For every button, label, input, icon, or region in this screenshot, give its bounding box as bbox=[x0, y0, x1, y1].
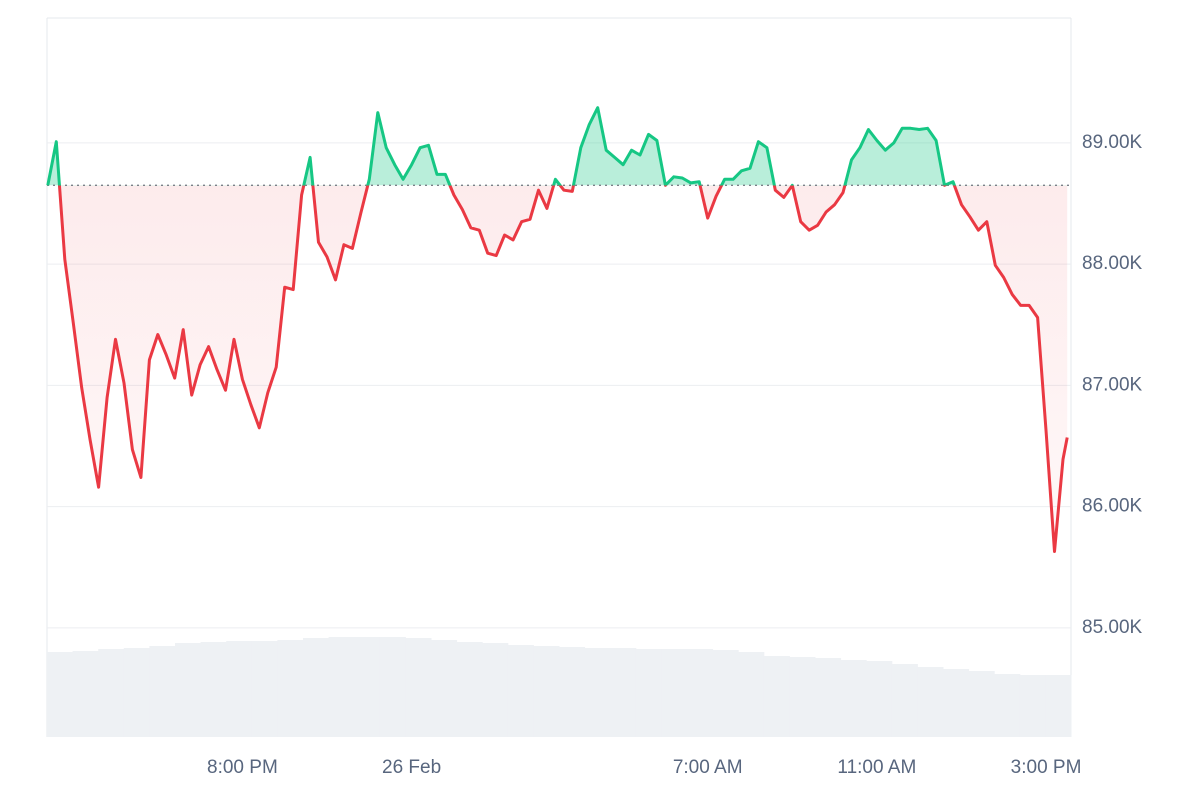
volume-bar bbox=[226, 641, 253, 737]
volume-bar bbox=[98, 649, 125, 737]
volume-bar bbox=[175, 643, 202, 737]
volume-bar bbox=[840, 660, 867, 737]
volume-bar bbox=[584, 648, 611, 737]
volume-bar bbox=[610, 648, 637, 737]
x-tick-label: 26 Feb bbox=[382, 757, 441, 778]
volume-bar bbox=[917, 667, 944, 737]
volume-bar bbox=[379, 637, 406, 737]
price-area bbox=[47, 107, 1068, 552]
y-tick-label: 86.00K bbox=[1082, 496, 1143, 517]
volume-bar bbox=[72, 651, 99, 737]
volume-bar bbox=[1019, 675, 1046, 737]
price-line bbox=[46, 106, 1069, 553]
volume-bar bbox=[482, 643, 509, 737]
volume-bar bbox=[149, 646, 176, 737]
volume-bar bbox=[533, 646, 560, 737]
volume-bar bbox=[47, 652, 74, 737]
x-tick-label: 8:00 PM bbox=[207, 757, 278, 778]
volume-bar bbox=[251, 641, 278, 737]
x-tick-label: 7:00 AM bbox=[673, 757, 743, 778]
volume-bar bbox=[994, 674, 1021, 737]
volume-bar bbox=[200, 642, 227, 737]
volume-bar bbox=[738, 652, 765, 737]
volume-bar bbox=[1045, 675, 1072, 737]
volume-bar bbox=[123, 648, 150, 737]
y-tick-label: 87.00K bbox=[1082, 374, 1143, 395]
volume-bar bbox=[712, 650, 739, 737]
volume-bar bbox=[431, 640, 458, 737]
volume-bar bbox=[559, 647, 586, 737]
y-tick-label: 88.00K bbox=[1082, 253, 1143, 274]
volume-bar bbox=[687, 649, 714, 737]
volume-bar bbox=[789, 657, 816, 737]
volume-bar bbox=[891, 664, 918, 737]
x-tick-label: 3:00 PM bbox=[1011, 757, 1082, 778]
volume-bar bbox=[661, 649, 688, 737]
volume-bar bbox=[354, 637, 381, 737]
volume-bar bbox=[635, 649, 662, 737]
volume-bar bbox=[968, 671, 995, 737]
volume-bar bbox=[507, 645, 534, 737]
volume-bar bbox=[763, 656, 790, 737]
volume-bar bbox=[943, 669, 970, 737]
volume-bar bbox=[328, 637, 355, 737]
volume-bar bbox=[866, 661, 893, 737]
volume-bar bbox=[456, 642, 483, 737]
volume-bar bbox=[815, 658, 842, 737]
x-tick-label: 11:00 AM bbox=[837, 757, 916, 778]
volume-bar bbox=[303, 638, 330, 737]
y-tick-label: 89.00K bbox=[1082, 132, 1143, 153]
volume-bar bbox=[405, 638, 432, 737]
volume-bar bbox=[277, 640, 304, 737]
y-tick-label: 85.00K bbox=[1082, 617, 1143, 638]
